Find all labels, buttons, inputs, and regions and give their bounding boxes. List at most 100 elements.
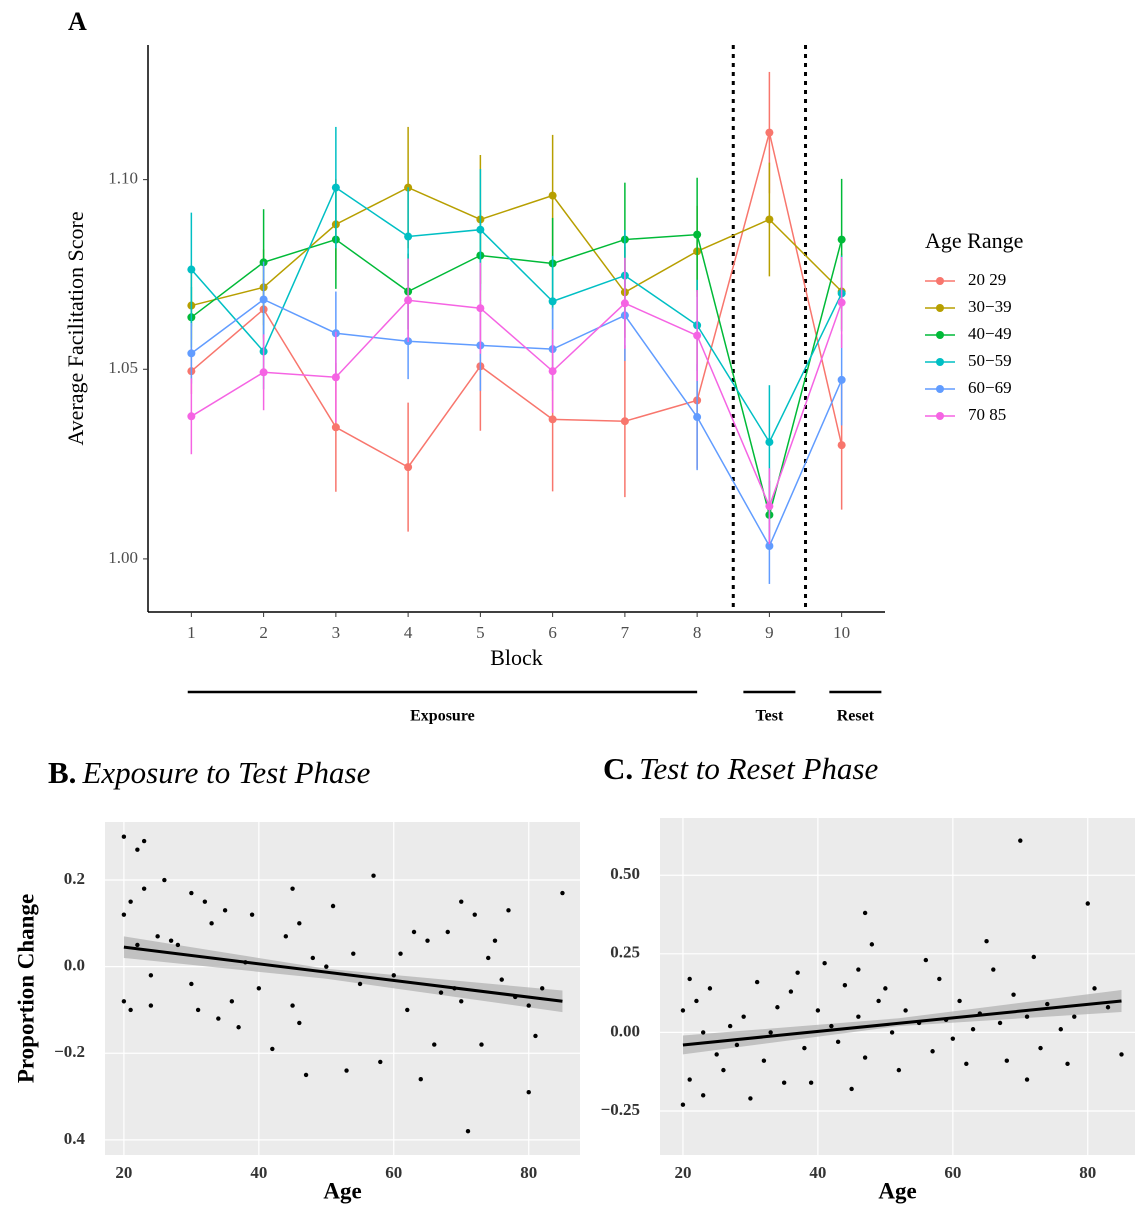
point xyxy=(391,973,396,978)
series-line xyxy=(190,299,843,509)
point xyxy=(486,955,491,961)
point xyxy=(283,934,289,939)
y-tick-label: 1.10 xyxy=(108,169,138,188)
point xyxy=(1085,901,1090,906)
fit-line xyxy=(682,999,1122,1047)
x-tick-label: 20 xyxy=(674,1163,691,1182)
point xyxy=(1058,1027,1063,1032)
point xyxy=(121,912,127,917)
point xyxy=(693,413,702,422)
series-line xyxy=(190,233,843,518)
point xyxy=(991,967,996,972)
point xyxy=(331,423,340,432)
point xyxy=(459,899,464,904)
point xyxy=(310,955,316,961)
x-tick-label: 7 xyxy=(621,623,630,642)
x-tick-label: 1 xyxy=(187,623,196,642)
point xyxy=(687,1077,692,1082)
legend-key-point xyxy=(936,304,944,312)
point xyxy=(438,990,444,995)
y-tick-label: 1.00 xyxy=(108,548,138,567)
point xyxy=(883,986,888,991)
point xyxy=(405,1007,410,1013)
point xyxy=(754,979,760,985)
phase-label: Test xyxy=(755,708,784,725)
point xyxy=(1038,1045,1043,1051)
point xyxy=(209,921,214,926)
point xyxy=(351,951,356,956)
point xyxy=(187,265,196,274)
point xyxy=(357,981,363,987)
point xyxy=(680,1008,686,1013)
y-tick-label: 0.0 xyxy=(64,956,85,975)
point xyxy=(903,1008,908,1013)
point xyxy=(548,191,557,200)
point xyxy=(472,912,477,917)
y-tick-label: 0.00 xyxy=(610,1021,640,1040)
point xyxy=(795,970,800,975)
x-tick-label: 80 xyxy=(1079,1163,1096,1182)
point xyxy=(540,986,545,991)
x-tick-label: 60 xyxy=(944,1163,961,1182)
point xyxy=(957,998,962,1004)
fit-line xyxy=(123,945,563,1003)
y-tick-label: −0.2 xyxy=(54,1042,85,1061)
point xyxy=(259,368,268,377)
point xyxy=(693,230,702,239)
point xyxy=(1072,1014,1077,1019)
point xyxy=(923,957,929,963)
point xyxy=(714,1052,719,1057)
point xyxy=(984,939,989,944)
point xyxy=(765,215,774,224)
point xyxy=(162,877,167,883)
panel-label: B. xyxy=(48,755,76,790)
point xyxy=(694,998,699,1004)
point xyxy=(259,295,268,304)
point xyxy=(775,1005,780,1010)
point xyxy=(216,1016,221,1021)
point xyxy=(700,1093,706,1098)
panel-title-text: Exposure to Test Phase xyxy=(81,755,370,790)
point xyxy=(802,1045,807,1051)
point xyxy=(418,1077,423,1082)
panel-title: C. Test to Reset Phase xyxy=(603,751,878,786)
point xyxy=(229,999,235,1004)
point xyxy=(330,903,336,909)
point xyxy=(1065,1061,1070,1067)
point xyxy=(404,232,413,241)
legend-label: 30−39 xyxy=(968,297,1012,316)
x-axis-title: Block xyxy=(490,645,543,670)
point xyxy=(121,999,127,1004)
point xyxy=(727,1023,733,1029)
point xyxy=(1004,1058,1010,1063)
point xyxy=(331,183,340,192)
point xyxy=(1011,992,1016,997)
point xyxy=(476,304,485,313)
phase-label: Reset xyxy=(837,708,875,725)
point xyxy=(1018,838,1023,843)
point xyxy=(788,989,794,994)
point xyxy=(829,1023,834,1029)
legend-key-point xyxy=(936,358,944,366)
y-axis-title: Proportion Change xyxy=(13,894,38,1083)
point xyxy=(548,367,557,376)
point xyxy=(432,1042,437,1047)
point xyxy=(141,838,147,844)
point xyxy=(128,899,133,904)
x-axis-title: Age xyxy=(323,1178,361,1203)
x-tick-label: 6 xyxy=(548,623,557,642)
legend-title: Age Range xyxy=(925,228,1023,253)
x-tick-label: 10 xyxy=(833,623,850,642)
point xyxy=(411,929,417,935)
point xyxy=(964,1061,969,1067)
point xyxy=(189,890,194,896)
x-tick-label: 20 xyxy=(115,1163,132,1182)
point xyxy=(459,999,464,1004)
point xyxy=(748,1096,753,1101)
point xyxy=(700,1030,706,1035)
point xyxy=(548,415,557,424)
legend-label: 50−59 xyxy=(968,351,1012,370)
point xyxy=(822,961,827,966)
point xyxy=(404,296,413,305)
